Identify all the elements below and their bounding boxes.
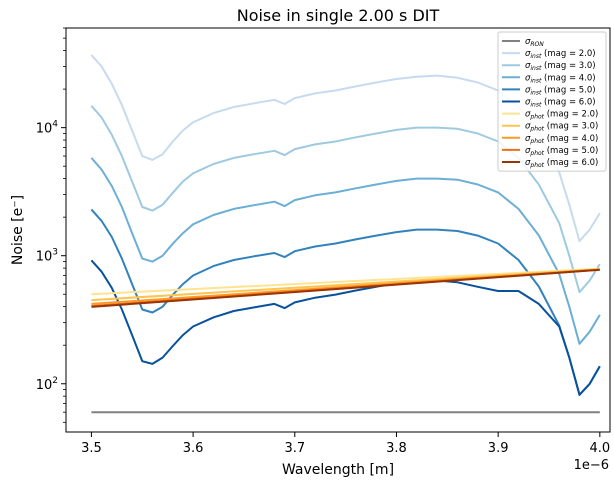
legend-label: σinst (mag = 3.0) xyxy=(525,61,596,72)
series-line-5 xyxy=(90,259,601,396)
legend-label: σphot (mag = 5.0) xyxy=(525,146,598,157)
legend-box xyxy=(497,31,607,172)
x-tick-label: 3.5 xyxy=(81,441,102,456)
legend-label: σphot (mag = 6.0) xyxy=(525,158,598,169)
chart-title: Noise in single 2.00 s DIT xyxy=(237,6,440,25)
legend-label: σinst (mag = 2.0) xyxy=(525,49,596,60)
y-tick-label: 104 xyxy=(36,120,59,137)
y-tick-label: 102 xyxy=(36,376,58,393)
series-line-3 xyxy=(90,157,601,345)
legend-label: σinst (mag = 6.0) xyxy=(525,98,596,109)
x-tick-label: 4.0 xyxy=(589,441,610,456)
legend-label: σRON xyxy=(525,37,544,48)
axes: 3.5 3.6 3.7 3.8 3.9 4.0 102 103 104 xyxy=(36,27,610,456)
x-tick-label: 3.9 xyxy=(488,441,509,456)
series-lines xyxy=(90,54,601,414)
series-line-6 xyxy=(91,267,600,296)
legend-label: σinst (mag = 4.0) xyxy=(525,73,596,84)
y-tick-label: 103 xyxy=(36,248,58,265)
x-tick-label: 3.7 xyxy=(284,441,305,456)
plot-frame xyxy=(65,27,611,433)
legend-label: σinst (mag = 5.0) xyxy=(525,85,596,96)
y-axis-label: Noise [e⁻] xyxy=(10,195,26,265)
x-tick-label: 3.6 xyxy=(183,441,204,456)
legend-label: σphot (mag = 3.0) xyxy=(525,122,598,133)
x-offset-label: 1e−6 xyxy=(574,458,609,473)
series-line-10 xyxy=(91,268,600,308)
legend-label: σphot (mag = 4.0) xyxy=(525,134,598,145)
x-tick-label: 3.8 xyxy=(386,441,407,456)
x-axis-label: Wavelength [m] xyxy=(282,462,394,478)
legend-label: σphot (mag = 2.0) xyxy=(525,110,598,121)
